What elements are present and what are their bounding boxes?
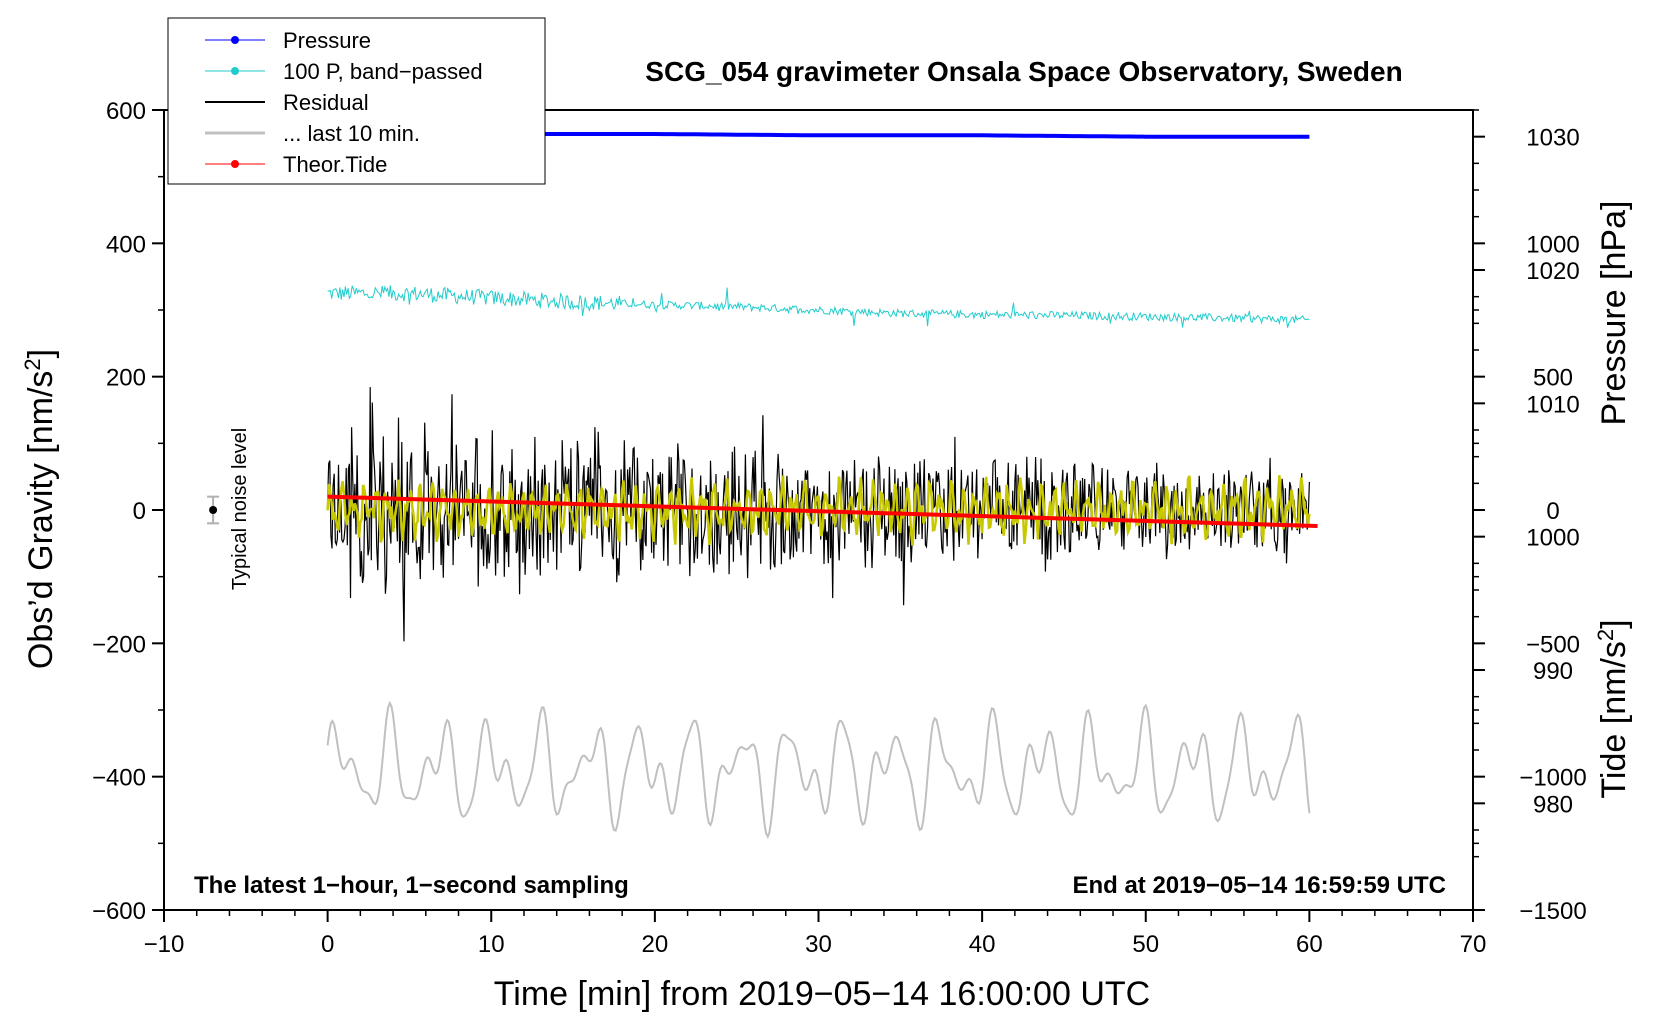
y-axis-title-pressure: Pressure [hPa] — [1595, 201, 1633, 426]
legend-marker — [231, 36, 239, 44]
pressure-tick-label: 1030 — [1526, 125, 1579, 152]
x-tick-label: −10 — [144, 931, 185, 958]
series-theor-tide-line — [327, 494, 1318, 528]
y-axis-title-tide-close: ] — [1595, 619, 1633, 628]
chart-title: SCG_054 gravimeter Onsala Space Observat… — [645, 56, 1402, 87]
series-last-10-min-line — [326, 700, 1311, 839]
noise-level-marker: Typical noise level — [207, 428, 251, 590]
legend-marker — [231, 67, 239, 75]
y-tick-label: −400 — [92, 765, 146, 792]
legend-label: ... last 10 min. — [283, 121, 420, 146]
y-tick-label: 0 — [133, 498, 146, 525]
y-axis-title-gravity: Obs’d Gravity [nm/s2] — [20, 349, 60, 669]
noise-point — [209, 506, 218, 514]
x-tick-label: 40 — [969, 931, 996, 958]
series-residual-filtered-line — [326, 475, 1311, 546]
y-tick-label: −200 — [92, 631, 146, 658]
tide-tick-label: 0 — [1546, 498, 1559, 525]
x-tick-label: 10 — [478, 931, 505, 958]
y-tick-label: 400 — [106, 231, 146, 258]
x-tick-label: 50 — [1132, 931, 1159, 958]
legend-label: Pressure — [283, 28, 371, 53]
tide-tick-label: −500 — [1526, 631, 1580, 658]
pressure-tick-label: 1000 — [1526, 525, 1579, 552]
series-100p-bandpassed-line — [327, 285, 1310, 328]
pressure-tick-label: 1020 — [1526, 258, 1579, 285]
x-tick-label: 20 — [642, 931, 669, 958]
tide-tick-label: −1000 — [1519, 765, 1586, 792]
legend-label: 100 P, band−passed — [283, 59, 483, 84]
series-layer — [326, 132, 1318, 839]
legend-marker — [231, 160, 239, 168]
y-axis-title-tide-text: Tide [nm/s — [1595, 641, 1633, 798]
y-tick-label: 200 — [106, 365, 146, 392]
legend-items: Pressure 100 P, band−passed Residual ... la… — [205, 28, 483, 177]
legend-label: Residual — [283, 90, 369, 115]
tide-tick-label: 500 — [1533, 365, 1573, 392]
y-tick-label: 600 — [106, 98, 146, 125]
pressure-tick-label: 990 — [1533, 658, 1573, 685]
y-tick-label: −600 — [92, 898, 146, 925]
x-axis-title: Time [min] from 2019−05−14 16:00:00 UTC — [494, 975, 1150, 1013]
noise-level-label: Typical noise level — [229, 428, 251, 590]
y-axis-title-gravity-close: ] — [22, 349, 60, 358]
pressure-tick-label: 1010 — [1526, 391, 1579, 418]
y-axis-title-gravity-text: Obs’d Gravity [nm/s — [22, 371, 60, 670]
annotation-left: The latest 1−hour, 1−second sampling — [194, 872, 629, 899]
tide-tick-label: −1500 — [1519, 898, 1586, 925]
annotation-right: End at 2019−05−14 16:59:59 UTC — [1072, 872, 1446, 899]
x-tick-label: 0 — [321, 931, 334, 958]
axes-layer: −10 0 10 20 30 40 50 60 70−600−400−2000200400600… — [92, 98, 1587, 958]
tide-tick-label: 1000 — [1526, 231, 1579, 258]
y-axis-title-gravity-sup: 2 — [20, 358, 45, 370]
x-tick-label: 70 — [1460, 931, 1487, 958]
x-tick-label: 60 — [1296, 931, 1323, 958]
legend-label: Theor.Tide — [283, 152, 387, 177]
x-tick-label: 30 — [805, 931, 832, 958]
legend: Pressure 100 P, band−passed Residual ... la… — [167, 17, 546, 185]
pressure-tick-label: 980 — [1533, 791, 1573, 818]
y-axis-title-tide-sup: 2 — [1593, 629, 1618, 641]
y-axis-title-tide: Tide [nm/s2] — [1593, 619, 1633, 798]
